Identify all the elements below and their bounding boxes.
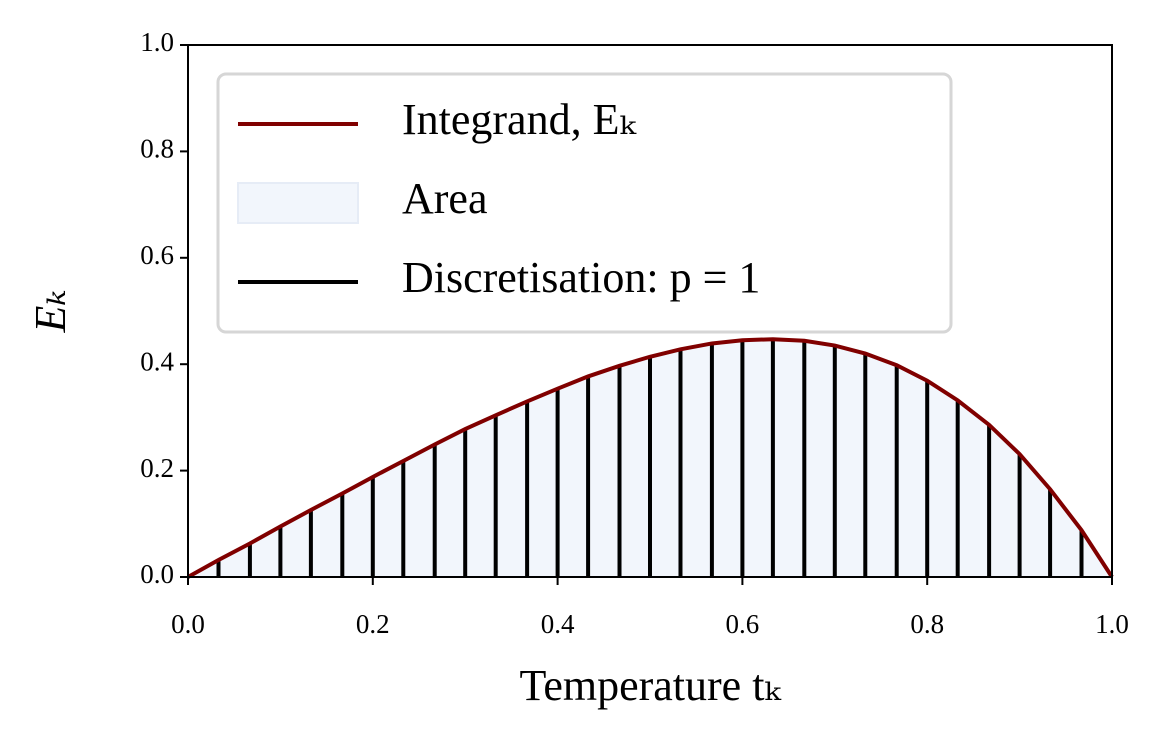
integrand-line	[187, 337, 1114, 579]
y-tick-label: 0.2	[140, 453, 174, 483]
plot-frame	[187, 44, 1113, 578]
y-tick-label: 0.4	[140, 346, 174, 376]
y-tick-label: 0.6	[140, 240, 174, 270]
x-tick-label: 1.0	[1095, 609, 1129, 639]
legend-label: Area	[402, 174, 488, 223]
legend-label: Integrand, Eₖ	[402, 95, 636, 144]
y-tick-label: 0.8	[140, 134, 174, 164]
x-axis-label: Temperature tₖ	[520, 661, 782, 710]
x-tick-label: 0.6	[726, 609, 760, 639]
x-tick-label: 0.8	[910, 609, 944, 639]
legend-swatch	[237, 182, 359, 224]
y-tick-label: 1.0	[140, 27, 174, 57]
x-tick-label: 0.2	[356, 609, 390, 639]
y-axis-label: Eₖ	[26, 290, 75, 334]
legend-box	[216, 72, 953, 334]
legend-label: Discretisation: p = 1	[402, 253, 760, 302]
x-tick-label: 0.4	[541, 609, 575, 639]
x-tick-label: 0.0	[171, 609, 205, 639]
y-tick-label: 0.0	[140, 559, 174, 589]
